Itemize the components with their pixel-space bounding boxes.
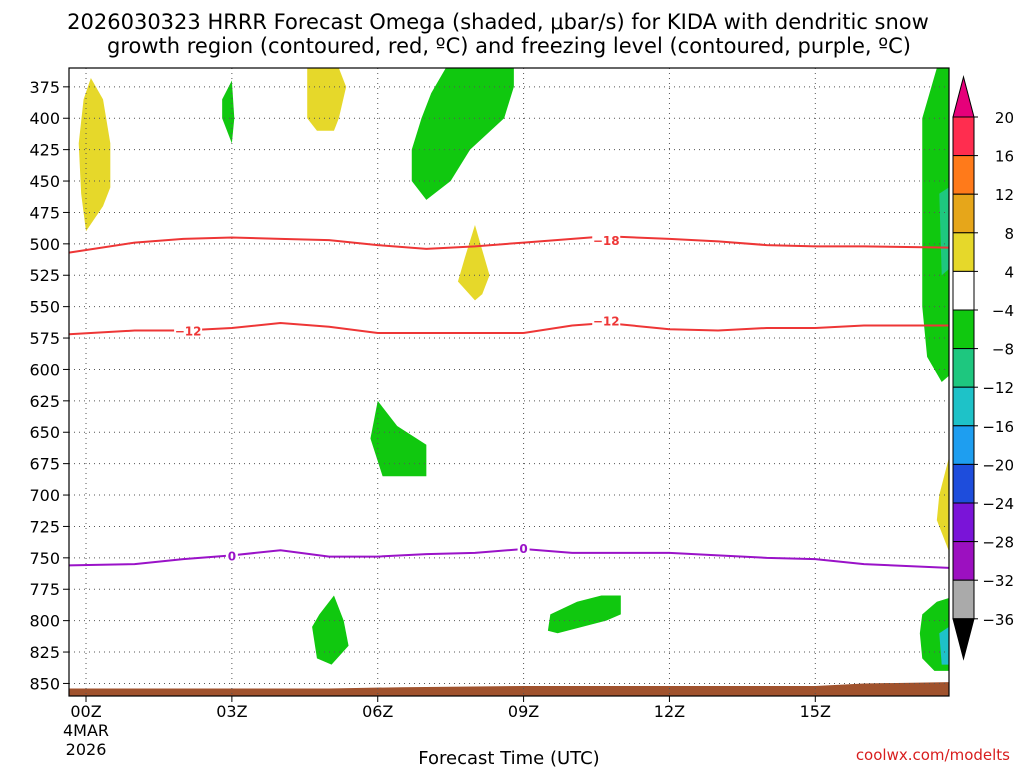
y-tick-label-400: 400	[29, 109, 60, 128]
label-0-right-label-bg	[517, 540, 530, 555]
label-minus12-left-label-bg	[174, 323, 203, 338]
yellow-blob-00z	[78, 78, 111, 232]
y-tick-label-725: 725	[29, 517, 60, 536]
colorbar-label-10: −24	[982, 495, 1014, 513]
contour-lines: −18 −12 −12 0 0	[68, 233, 950, 569]
colorbar-bin-12	[952, 579, 975, 620]
teal-blob-17z-low	[939, 626, 949, 665]
y-tick-label-550: 550	[29, 298, 60, 317]
colorbar-bin-9	[952, 463, 975, 504]
colorbar-bin-2	[952, 193, 975, 234]
x-tick-label-09Z: 09Z	[508, 702, 539, 721]
yellow-blob-05z	[307, 68, 347, 131]
green-blob-05z-low	[312, 595, 349, 665]
x-tick-label-12Z: 12Z	[654, 702, 685, 721]
colorbar-bin-11	[952, 541, 975, 581]
colorbar-bin-10	[952, 502, 975, 543]
isotherm-0-label: 0	[228, 549, 236, 563]
credit-text: coolwx.com/modelts	[856, 746, 1010, 764]
y-tick-label-825: 825	[29, 643, 60, 662]
plot-background	[69, 68, 949, 696]
colorbar-bin-3	[952, 232, 975, 272]
x-tick-label-00Z: 00Z	[70, 702, 101, 721]
y-tick-label-850: 850	[29, 674, 60, 693]
green-blob-10z-low	[547, 595, 621, 634]
y-tick-label-525: 525	[29, 266, 60, 285]
y-tick-label-425: 425	[29, 141, 60, 160]
label-minus12-left-label: −12	[175, 325, 202, 339]
isotherm-minus18-line	[68, 235, 950, 254]
colorbar-label-1: 16	[995, 148, 1014, 166]
colorbar: 20 16 12 8 4 −4 −8 −12 −16 −20 −24 −28 −32 −36	[952, 75, 1014, 661]
x-tick-sub-date: 4MAR	[63, 721, 109, 740]
colorbar-label-0: 20	[995, 109, 1014, 127]
green-edge-17z	[922, 68, 949, 382]
colorbar-label-7: −12	[982, 379, 1014, 397]
colorbar-label-12: −32	[982, 572, 1014, 590]
green-blob-06z-mid	[370, 400, 427, 477]
y-tick-label-700: 700	[29, 486, 60, 505]
green-blob-07z	[411, 68, 514, 200]
colorbar-bin-5	[952, 309, 975, 350]
y-tick-label-675: 675	[29, 455, 60, 474]
label-0-right-label: 0	[519, 542, 527, 556]
y-tick-label-375: 375	[29, 78, 60, 97]
y-tick-label-775: 775	[29, 580, 60, 599]
colorbar-bin-6	[952, 348, 975, 388]
y-tick-label-500: 500	[29, 235, 60, 254]
isotherm-minus12-label-bg	[592, 313, 621, 328]
y-tick-label-625: 625	[29, 392, 60, 411]
colorbar-label-3: 8	[1004, 225, 1014, 243]
x-tick-label-15Z: 15Z	[800, 702, 831, 721]
y-tick-label-600: 600	[29, 360, 60, 379]
isotherm-0-label-bg	[225, 548, 238, 563]
plot-frame	[68, 67, 950, 697]
colorbar-bin-8	[952, 425, 975, 465]
terrain-area	[69, 682, 949, 696]
isotherm-minus12-line	[68, 321, 949, 336]
colorbar-label-6: −8	[992, 341, 1014, 359]
chart-title-line1: 2026030323 HRRR Forecast Omega (shaded, …	[67, 10, 929, 34]
chart-title-line2: growth region (contoured, red, ºC) and f…	[107, 34, 911, 58]
y-tick-label-650: 650	[29, 423, 60, 442]
terrain-layer	[69, 682, 949, 696]
colorbar-label-8: −16	[982, 418, 1014, 436]
colorbar-bin-4	[952, 270, 975, 311]
colorbar-label-4: 4	[1004, 263, 1014, 281]
y-tick-label-750: 750	[29, 549, 60, 568]
green-blob-03z	[222, 80, 235, 144]
y-tick-label-800: 800	[29, 612, 60, 631]
colorbar-bin-1	[952, 155, 975, 195]
colorbar-label-9: −20	[982, 456, 1014, 474]
colorbar-label-5: −4	[992, 302, 1014, 320]
x-tick-label-03Z: 03Z	[216, 702, 247, 721]
x-axis-label: Forecast Time (UTC)	[418, 748, 599, 768]
x-tick-label-06Z: 06Z	[362, 702, 393, 721]
colorbar-label-2: 12	[995, 186, 1014, 204]
y-tick-label-575: 575	[29, 329, 60, 348]
isotherm-minus18-label-bg	[592, 233, 621, 248]
isotherm-minus18-label: −18	[593, 234, 620, 248]
yellow-blob-08z	[457, 225, 490, 301]
y-tick-label-450: 450	[29, 172, 60, 191]
isotherm-minus12-label: −12	[593, 314, 620, 328]
teal-edge-17z	[939, 187, 949, 276]
colorbar-label-11: −28	[982, 534, 1014, 552]
colorbar-bottom-arrow	[952, 618, 975, 661]
x-tick-sub-year: 2026	[66, 740, 107, 759]
yellow-edge-17z	[936, 457, 949, 552]
colorbar-label-13: −36	[982, 611, 1014, 629]
isotherm-0-line	[68, 548, 950, 569]
y-axis-ticks: 375 400 425 450 475 500 525 550 575 600 625 650 675 7…	[29, 78, 69, 693]
shaded-regions	[78, 68, 949, 671]
y-tick-label-475: 475	[29, 203, 60, 222]
colorbar-bin-7	[952, 386, 975, 427]
colorbar-bin-0	[952, 116, 975, 157]
colorbar-top-arrow	[952, 75, 975, 118]
